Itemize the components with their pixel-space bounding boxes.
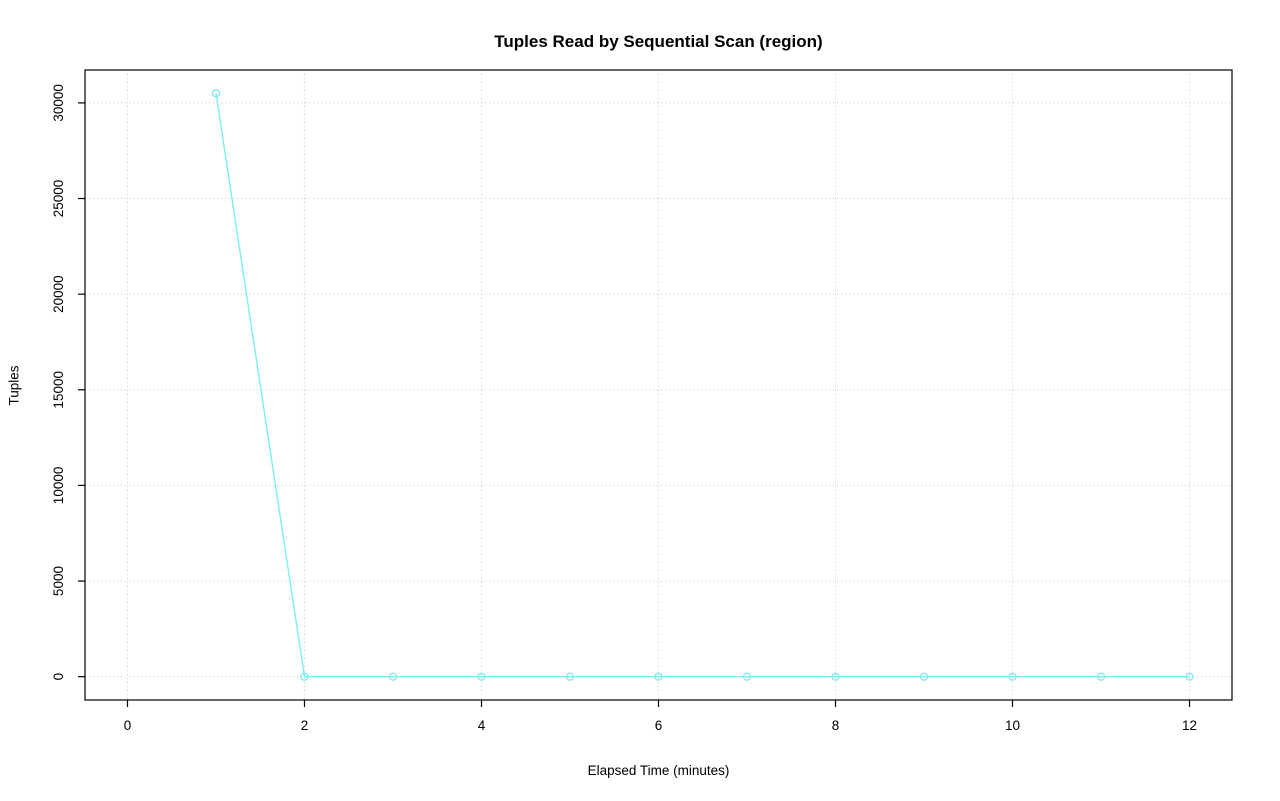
y-tick-label: 10000 [51, 467, 66, 505]
y-tick-label: 0 [51, 673, 66, 681]
data-point [477, 672, 486, 681]
data-point [388, 672, 398, 681]
y-tick-label: 5000 [51, 566, 66, 596]
series-line [215, 93, 1190, 678]
data-point [1185, 672, 1194, 681]
data-point [300, 672, 309, 681]
data-point [919, 672, 929, 681]
data-point [1096, 672, 1106, 681]
x-axis-label: Elapsed Time (minutes) [587, 763, 730, 778]
x-tick-label: 2 [301, 718, 309, 733]
x-tick-label: 8 [832, 718, 840, 733]
x-tick-label: 4 [478, 718, 486, 733]
x-tick-label: 6 [655, 718, 663, 733]
x-tick-label: 10 [1005, 718, 1020, 733]
y-tick-label: 20000 [51, 275, 66, 313]
y-axis-label: Tuples [6, 365, 22, 406]
plot-border [84, 69, 1233, 701]
data-point [1008, 672, 1017, 681]
y-tick-label: 30000 [51, 84, 66, 122]
data-point [654, 672, 663, 681]
y-tick-label: 15000 [51, 371, 66, 409]
data-point [565, 672, 575, 681]
data-point [211, 89, 221, 98]
data-point [742, 672, 752, 681]
chart-title: Tuples Read by Sequential Scan (region) [494, 32, 823, 51]
data-point [831, 672, 840, 681]
y-tick-label: 25000 [51, 180, 66, 218]
x-tick-label: 12 [1182, 718, 1197, 733]
x-tick-label: 0 [124, 718, 132, 733]
